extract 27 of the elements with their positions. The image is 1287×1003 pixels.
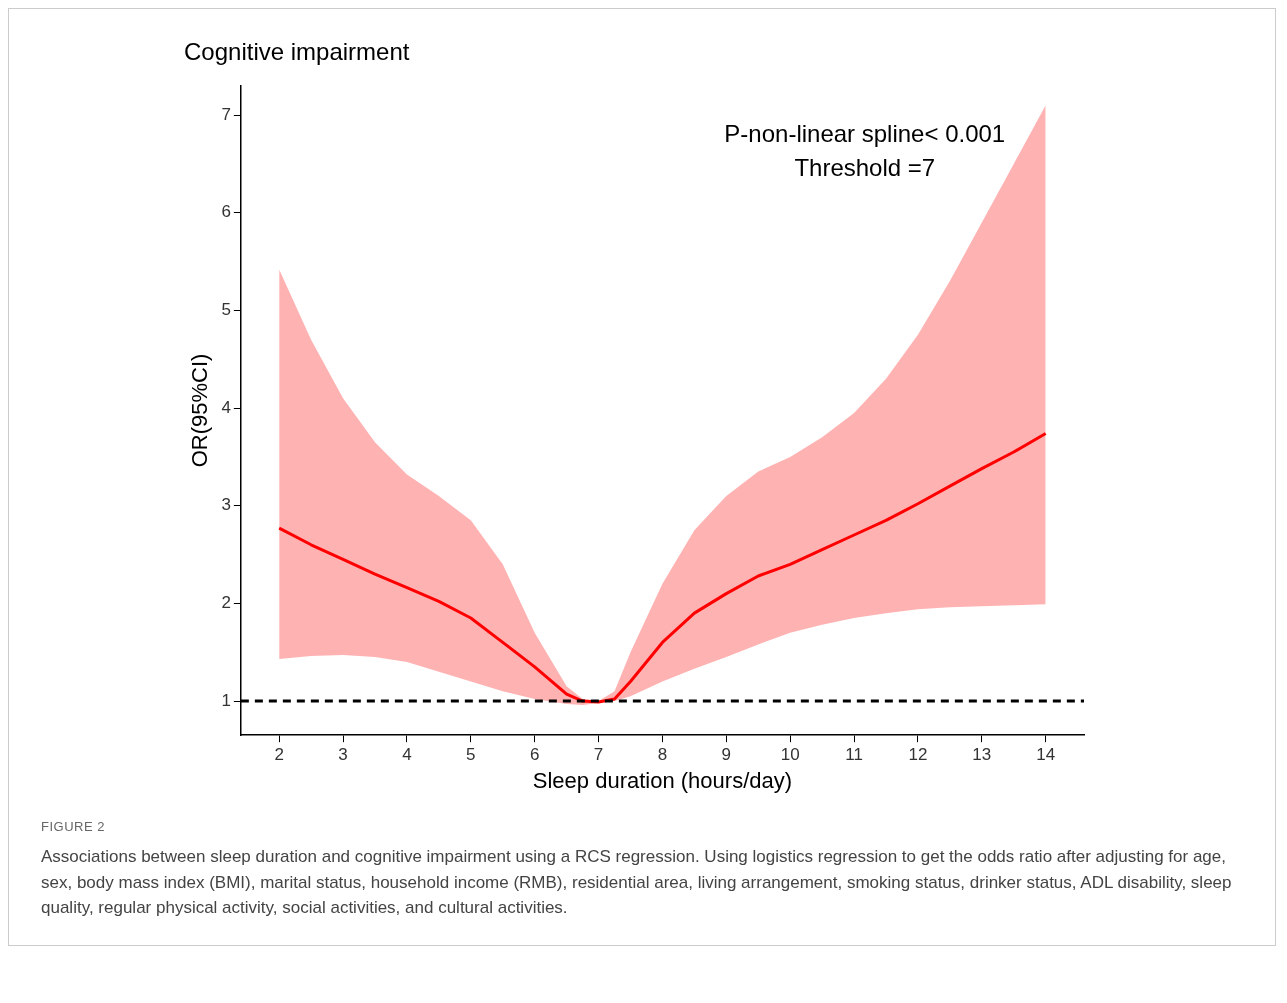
x-tick-label: 4	[402, 745, 412, 765]
y-tick-label: 4	[221, 397, 231, 417]
x-axis-title: Sleep duration (hours/day)	[532, 767, 793, 793]
x-tick-label: 5	[466, 745, 476, 765]
x-tick-label: 2	[274, 745, 284, 765]
x-tick-label: 6	[529, 745, 540, 765]
y-axis-title: OR(95%CI)	[187, 353, 213, 468]
x-tick-label: 12	[908, 745, 928, 765]
y-tick-label: 2	[221, 593, 231, 613]
x-tick-label: 9	[721, 745, 732, 765]
x-tick-label: 10	[780, 745, 800, 765]
y-tick-label: 3	[221, 495, 231, 515]
annotation: Threshold =7	[794, 154, 936, 182]
x-tick-label: 11	[845, 745, 863, 765]
y-tick-label: 6	[221, 202, 231, 222]
x-tick-label: 8	[657, 745, 668, 765]
x-tick-label: 3	[338, 745, 348, 765]
annotation: P-non-linear spline< 0.001	[724, 120, 1006, 148]
x-tick-label: 7	[593, 745, 604, 765]
x-tick-label: 14	[1036, 745, 1056, 765]
y-tick-label: 7	[221, 104, 231, 124]
caption: FIGURE 2	[41, 819, 106, 834]
y-tick-label: 1	[221, 690, 231, 710]
text: Associations between sleep duration and cognitive impairment using a RCS regression. Using logistics regression to get the odds ratio after adjusting for age, sex, body mass index (BMI), marital status, household income (RMB), residential area, living arrangement, smoking status, drinker status, ADL disability, sleep quality, regular physical activity, social activities, and cultural activities.	[41, 846, 1233, 919]
y-tick-label: 5	[221, 300, 231, 320]
x-tick-label: 13	[972, 745, 992, 765]
chart-title: Cognitive impairment	[184, 38, 410, 66]
